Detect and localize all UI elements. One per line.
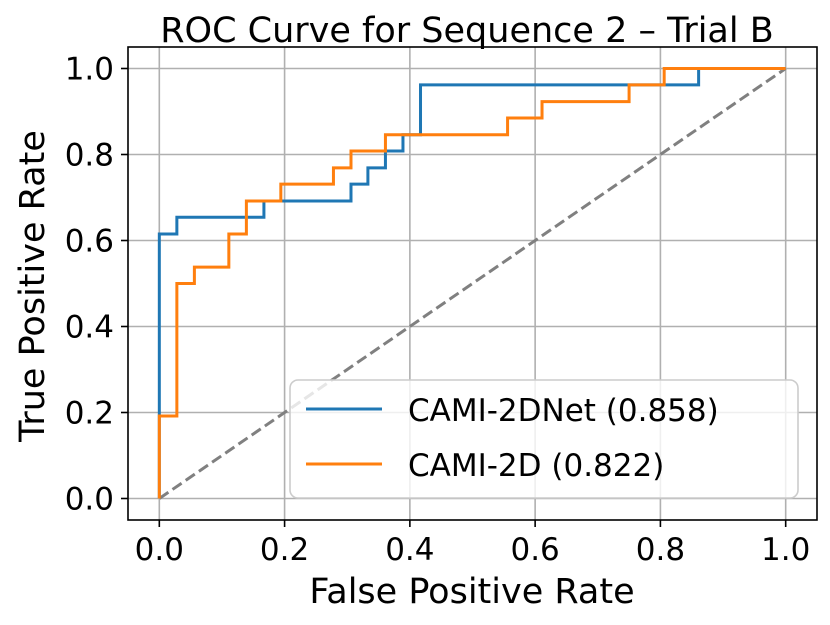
chance-diagonal: [158, 67, 787, 500]
legend-label-cami-2dnet: CAMI-2DNet (0.858): [408, 393, 719, 429]
x-tick-label: 1.0: [761, 532, 810, 568]
x-tick-label: 0.2: [260, 532, 309, 568]
chart-title: ROC Curve for Sequence 2 – Trial B: [160, 11, 774, 51]
y-tick-label: 0.8: [65, 138, 114, 174]
axis-ticks: 0.0 0.2 0.4 0.6 0.8 1.0 0.0 0.2 0.4 0.6 0.8 1.0: [65, 52, 811, 569]
y-tick-label: 1.0: [65, 52, 114, 88]
x-tick-label: 0.0: [135, 532, 184, 568]
grid-lines: [128, 47, 817, 520]
series-line-cami-2d: [157, 67, 786, 499]
y-tick-label: 0.4: [65, 310, 114, 346]
y-tick-label: 0.2: [65, 396, 114, 432]
y-tick-label: 0.0: [65, 482, 114, 518]
x-tick-label: 0.4: [385, 532, 434, 568]
y-axis-label: True Positive Rate: [13, 130, 53, 443]
x-tick-label: 0.8: [636, 532, 685, 568]
x-axis-label: False Positive Rate: [309, 572, 634, 612]
legend-label-cami-2d: CAMI-2D (0.822): [408, 448, 664, 484]
series-line-cami-2dnet: [157, 67, 786, 499]
x-tick-label: 0.6: [510, 532, 559, 568]
roc-series: [157, 67, 786, 499]
legend-box: [289, 379, 799, 499]
y-tick-label: 0.6: [65, 224, 114, 260]
legend: CAMI-2DNet (0.858) CAMI-2D (0.822): [289, 379, 799, 499]
chance-line: [158, 67, 787, 500]
plot-frame: [127, 46, 818, 521]
